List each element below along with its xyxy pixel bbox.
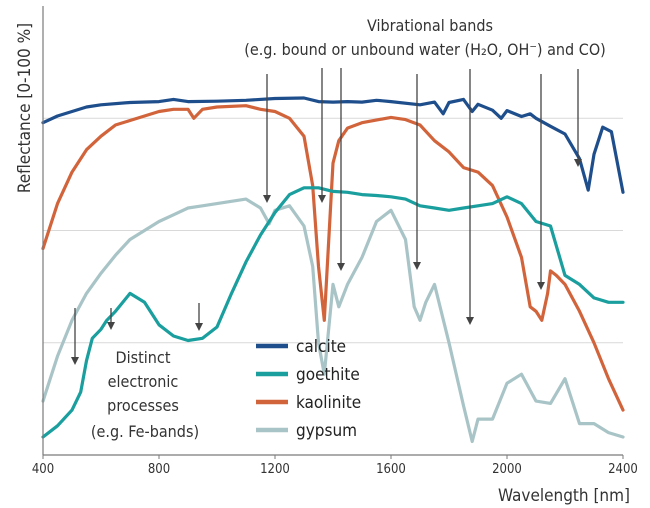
legend-item-gypsum: gypsum [256, 421, 357, 441]
x-tick-label: 2000 [492, 462, 522, 477]
vibrational-bands-subtitle: (e.g. bound or unbound water (H₂O, OH⁻) … [244, 40, 606, 59]
annotation-arrow [195, 303, 203, 331]
x-tick-label: 800 [148, 462, 170, 477]
series-line-goethite [41, 186, 625, 439]
annotation-arrow [337, 68, 345, 271]
annotation-arrow [107, 308, 115, 330]
annotation-arrow [413, 74, 421, 270]
annotation-arrow [71, 308, 79, 365]
x-tick-labels: 400 800 1200 1600 2000 2400 [32, 455, 638, 477]
legend-label-goethite: goethite [296, 365, 360, 385]
legend-item-kaolinite: kaolinite [256, 393, 361, 413]
legend-label-gypsum: gypsum [296, 421, 357, 441]
annotation-arrow [537, 74, 545, 290]
annotation-arrow [574, 69, 582, 167]
vibrational-bands-title: Vibrational bands [367, 16, 493, 35]
legend: calcite goethite kaolinite gypsum [256, 337, 361, 441]
electronic-processes-line-2: electronic [108, 372, 179, 391]
annotation-arrow [318, 68, 326, 203]
annotation-arrow [263, 74, 271, 203]
legend-label-kaolinite: kaolinite [296, 393, 361, 413]
legend-label-calcite: calcite [296, 337, 346, 357]
annotation-arrows [71, 68, 582, 365]
annotation-arrow [466, 69, 474, 325]
x-axis-title: Wavelength [nm] [498, 486, 630, 506]
series-lines [41, 96, 625, 444]
legend-item-calcite: calcite [256, 337, 346, 357]
grid-lines [43, 117, 623, 344]
legend-item-goethite: goethite [256, 365, 360, 385]
x-tick-label: 1200 [260, 462, 290, 477]
series-line-calcite [41, 96, 625, 194]
y-axis-title: Reflectance [0-100 %] [15, 23, 35, 193]
electronic-processes-line-3: processes [107, 396, 179, 415]
x-tick-label: 400 [32, 462, 54, 477]
x-tick-label: 2400 [608, 462, 638, 477]
series-line-kaolinite [41, 104, 625, 412]
series-line-gypsum [41, 197, 625, 444]
electronic-processes-line-1: Distinct [116, 348, 171, 367]
electronic-processes-line-4: (e.g. Fe-bands) [91, 422, 199, 441]
x-tick-label: 1600 [376, 462, 406, 477]
